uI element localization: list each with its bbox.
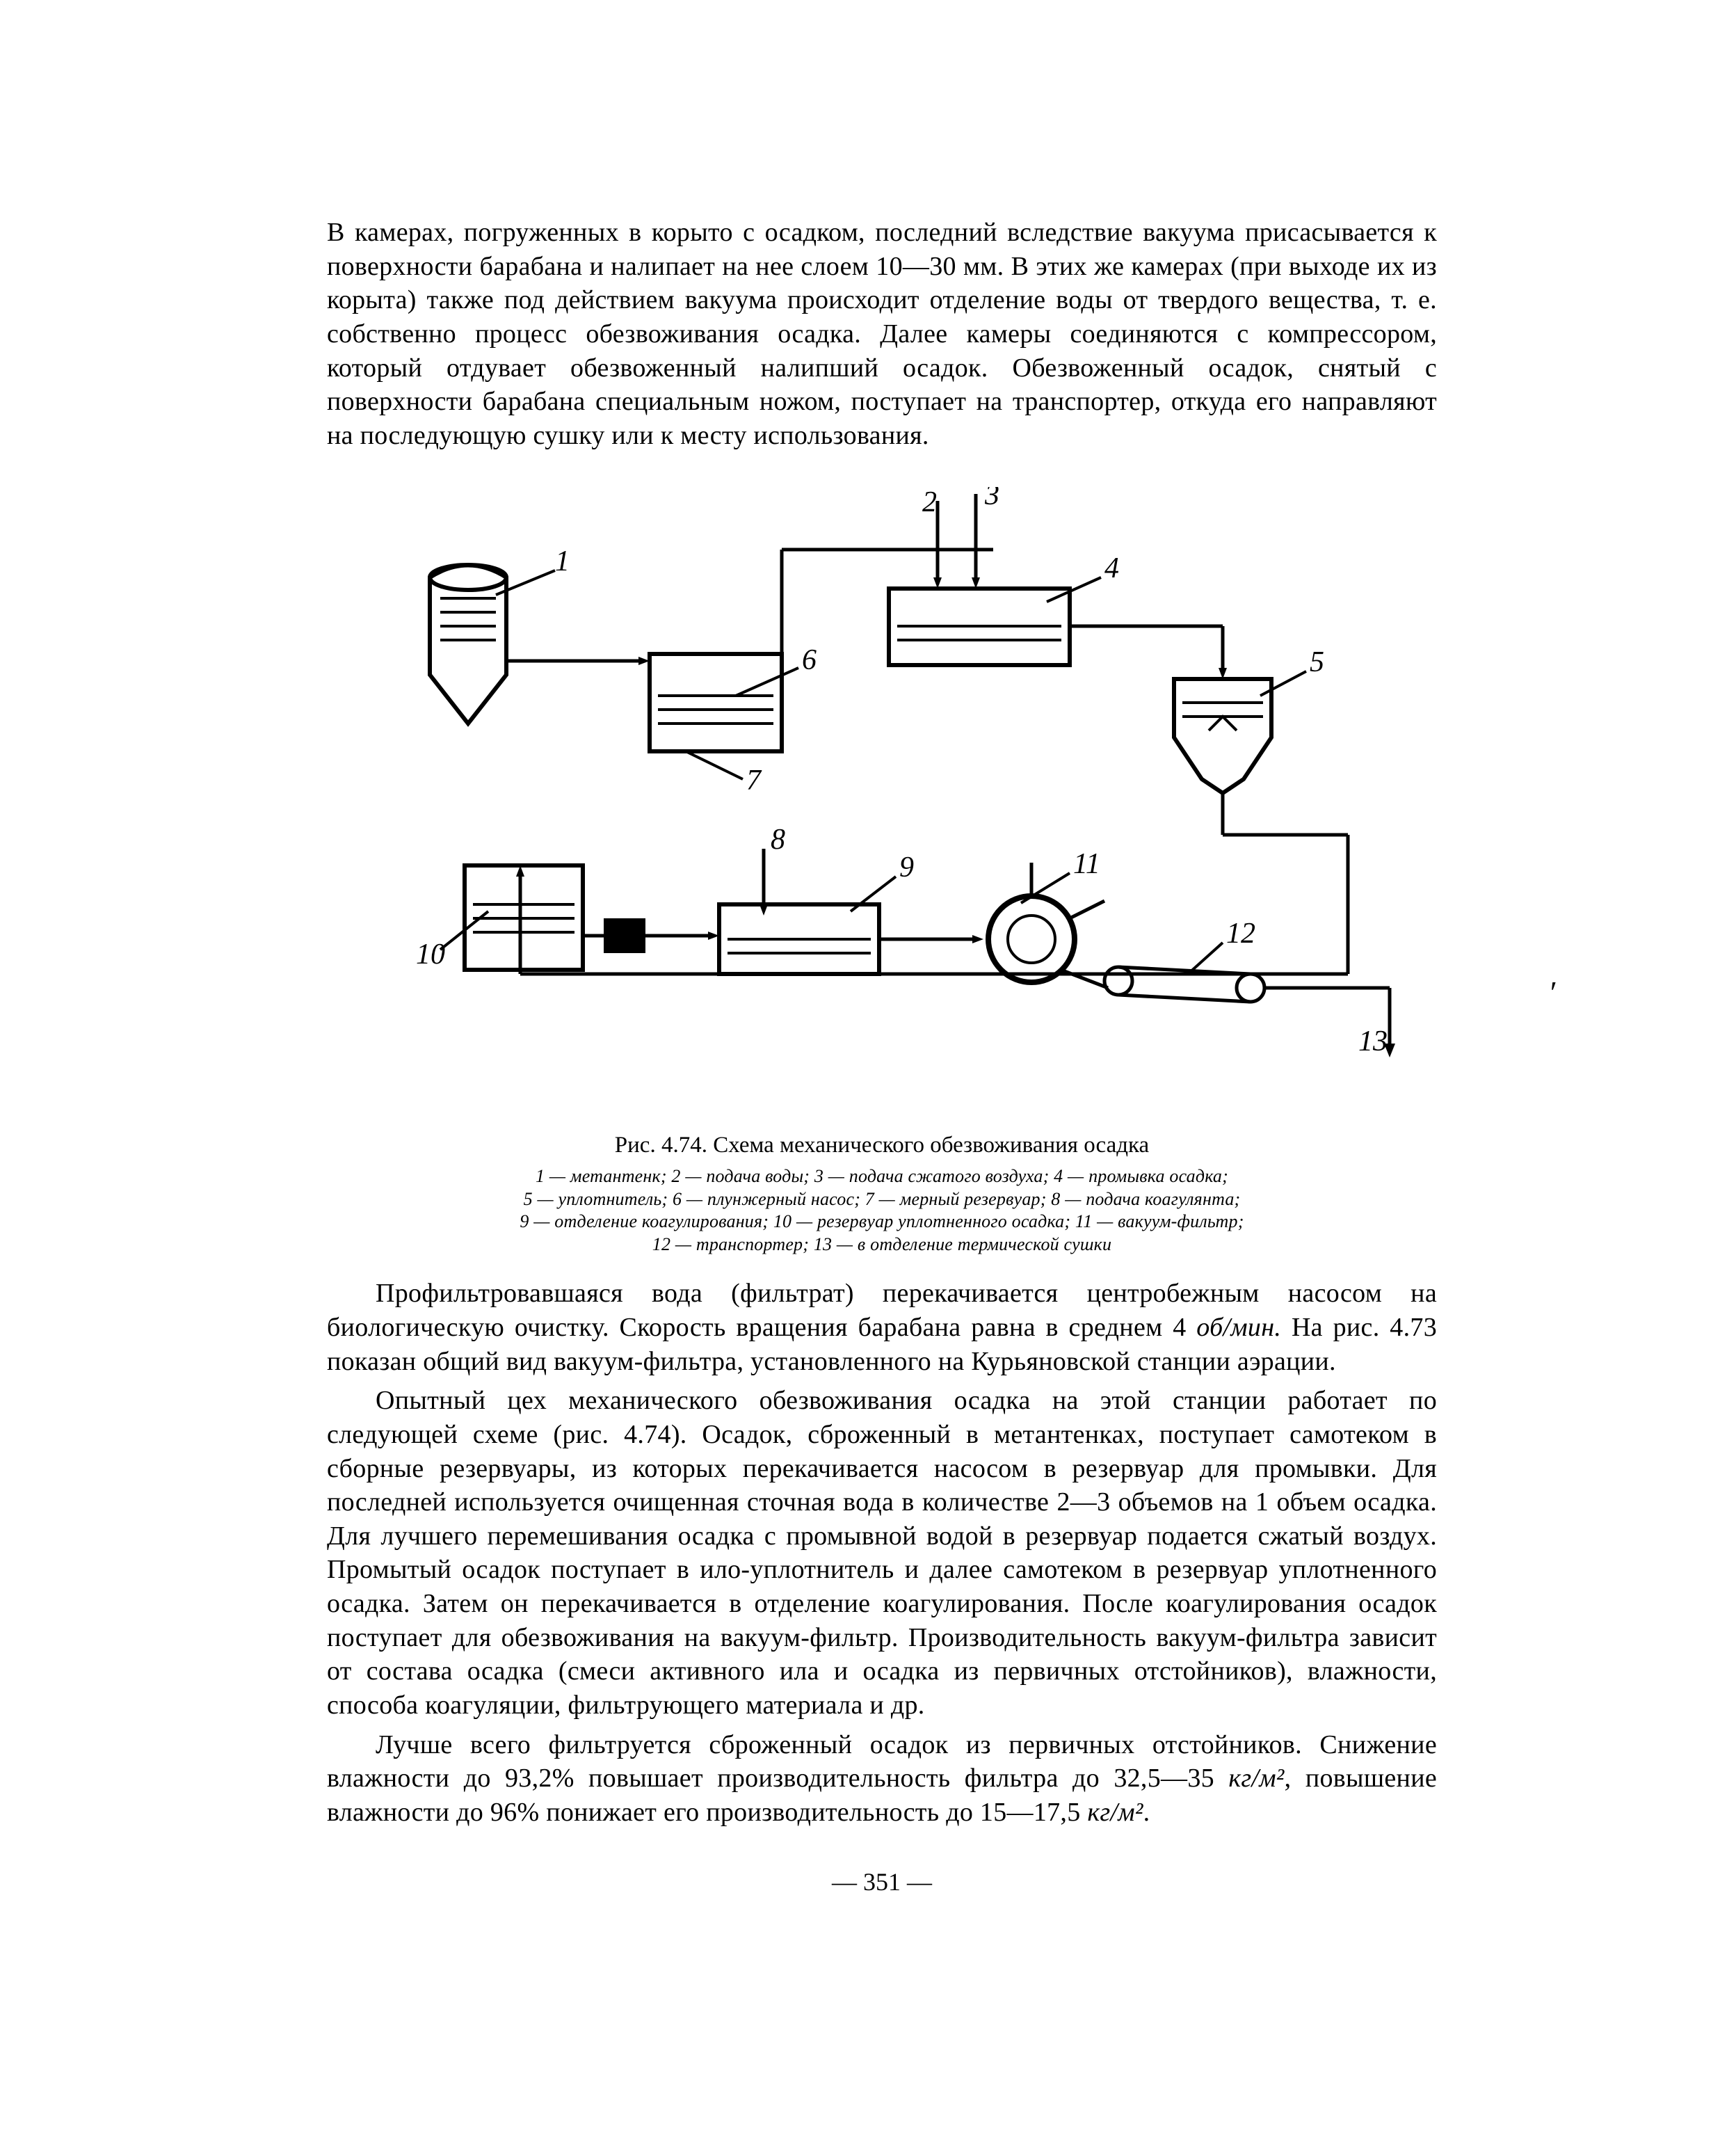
stray-mark-icon: ′	[1548, 974, 1555, 1011]
label-12: 12	[1226, 918, 1255, 950]
p4-part-b: кг/м²	[1228, 1764, 1284, 1793]
legend-line-3: 9 — отделение коагулирования; 10 — резер…	[520, 1211, 1244, 1231]
paragraph-2: Профильтровавшаяся вода (фильтрат) перек…	[327, 1277, 1437, 1378]
label-11: 11	[1073, 848, 1100, 880]
paragraph-1: В камерах, погруженных в корыто с осадко…	[327, 216, 1437, 452]
label-7: 7	[746, 765, 762, 797]
label-9: 9	[899, 852, 914, 884]
p4-part-e: .	[1143, 1798, 1150, 1827]
page-number: — 351 —	[327, 1867, 1437, 1896]
legend-line-4: 12 — транспортер; 13 — в отделение терми…	[652, 1234, 1112, 1254]
label-6: 6	[802, 644, 817, 676]
figure-4-74: 1 2 3 4 5 6 7 8 9 10 11 12 13 Рис. 4.74.…	[327, 487, 1437, 1256]
label-3: 3	[984, 487, 999, 511]
p2-part-b: об/мин.	[1196, 1313, 1281, 1342]
figure-caption: Рис. 4.74. Схема механического обезвожив…	[327, 1133, 1437, 1158]
label-13: 13	[1358, 1025, 1388, 1057]
paragraph-4: Лучше всего фильтруется сброженный осадо…	[327, 1728, 1437, 1830]
legend-line-2: 5 — уплотнитель; 6 — плунжерный насос; 7…	[524, 1189, 1241, 1209]
label-1: 1	[555, 545, 570, 577]
label-10: 10	[416, 938, 445, 970]
label-5: 5	[1310, 646, 1324, 678]
p4-part-d: кг/м²	[1087, 1798, 1143, 1827]
page: В камерах, погруженных в корыто с осадко…	[0, 0, 1736, 2149]
label-2: 2	[922, 487, 937, 518]
label-4: 4	[1104, 552, 1119, 584]
figure-legend: 1 — метантенк; 2 — подача воды; 3 — пода…	[346, 1165, 1417, 1256]
diagram-svg: 1 2 3 4 5 6 7 8 9 10 11 12 13	[346, 487, 1417, 1113]
legend-line-1: 1 — метантенк; 2 — подача воды; 3 — пода…	[536, 1166, 1228, 1186]
label-8: 8	[771, 824, 785, 856]
paragraph-3: Опытный цех механического обезвоживания …	[327, 1384, 1437, 1722]
